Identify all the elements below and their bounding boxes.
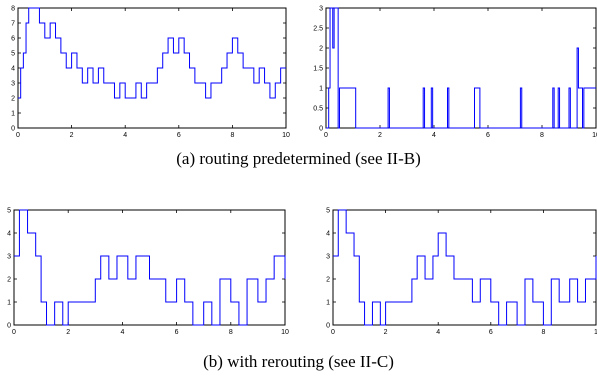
x-tick-label: 4 xyxy=(436,329,440,336)
x-tick-label: 10 xyxy=(282,132,290,139)
y-tick-label: 0 xyxy=(326,323,330,330)
x-tick-label: 2 xyxy=(66,329,70,336)
y-tick-label: 3 xyxy=(7,254,11,261)
axes-frame xyxy=(325,7,597,129)
y-tick-label: 5 xyxy=(326,208,330,215)
y-tick-label: 1 xyxy=(319,86,323,93)
y-tick-label: 2 xyxy=(11,96,15,103)
y-tick-label: 1 xyxy=(326,300,330,307)
x-tick-label: 0 xyxy=(331,329,335,336)
y-tick-label: 1 xyxy=(7,300,11,307)
y-tick-label: 2 xyxy=(319,46,323,53)
x-tick-label: 2 xyxy=(378,132,382,139)
chart-a-right: 0 2 4 6 8 10 0 0.5 1 1.5 2 2.5 3 xyxy=(313,6,597,140)
y-tick-label: 3 xyxy=(319,6,323,13)
y-tick-label: 8 xyxy=(11,6,15,13)
x-tick-label: 10 xyxy=(592,132,597,139)
y-tick-label: 0 xyxy=(7,323,11,330)
x-tick-label: 2 xyxy=(384,329,388,336)
x-tick-label: 4 xyxy=(432,132,436,139)
series-line xyxy=(14,209,286,326)
x-tick-label: 8 xyxy=(540,132,544,139)
y-tick-label: 5 xyxy=(11,51,15,58)
caption-b: (b) with rerouting (see II-C) xyxy=(203,352,394,371)
x-tick-label: 6 xyxy=(489,329,493,336)
series-line xyxy=(333,209,597,326)
x-tick-label: 8 xyxy=(229,329,233,336)
x-tick-label: 6 xyxy=(175,329,179,336)
caption-a: (a) routing predetermined (see II-B) xyxy=(176,149,421,168)
x-tick-label: 2 xyxy=(70,132,74,139)
x-tick-label: 8 xyxy=(230,132,234,139)
x-tick-label: 4 xyxy=(123,132,127,139)
y-tick-label: 0 xyxy=(319,126,323,133)
x-tick-label: 10 xyxy=(281,329,289,336)
y-tick-label: 4 xyxy=(326,231,330,238)
series-line xyxy=(326,7,596,129)
y-tick-label: 2 xyxy=(7,277,11,284)
y-tick-label: 1.5 xyxy=(313,66,323,73)
x-tick-label: 6 xyxy=(486,132,490,139)
y-tick-label: 6 xyxy=(11,36,15,43)
x-tick-label: 1 xyxy=(594,329,597,336)
y-tick-label: 0 xyxy=(11,126,15,133)
y-tick-label: 2.5 xyxy=(313,26,323,33)
x-tick-label: 4 xyxy=(120,329,124,336)
y-tick-label: 4 xyxy=(11,66,15,73)
x-tick-label: 8 xyxy=(541,329,545,336)
chart-b-left: 0 2 4 6 8 10 0 1 2 3 4 5 xyxy=(7,208,289,337)
y-tick-label: 2 xyxy=(326,277,330,284)
y-tick-label: 0.5 xyxy=(313,106,323,113)
y-tick-label: 3 xyxy=(11,81,15,88)
x-tick-label: 0 xyxy=(12,329,16,336)
y-tick-label: 1 xyxy=(11,111,15,118)
x-tick-label: 6 xyxy=(177,132,181,139)
y-tick-label: 3 xyxy=(326,254,330,261)
chart-a-left: 0 2 4 6 8 10 0 1 2 3 4 5 6 7 8 xyxy=(11,6,290,140)
x-tick-label: 0 xyxy=(324,132,328,139)
series-line xyxy=(18,7,286,99)
x-tick-label: 0 xyxy=(16,132,20,139)
y-tick-label: 7 xyxy=(11,21,15,28)
y-tick-label: 5 xyxy=(7,208,11,215)
y-tick-label: 4 xyxy=(7,231,11,238)
